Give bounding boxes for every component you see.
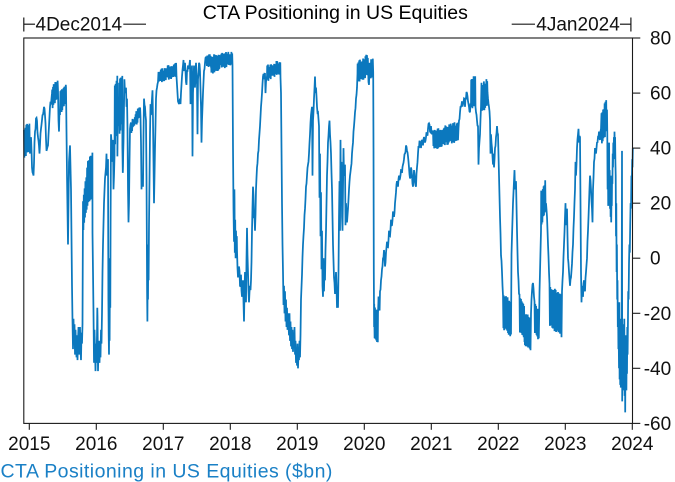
- svg-text:40: 40: [650, 139, 671, 160]
- svg-text:CTA Positioning in US Equities: CTA Positioning in US Equities: [203, 2, 468, 24]
- svg-text:2022: 2022: [477, 434, 519, 455]
- svg-text:2020: 2020: [343, 434, 385, 455]
- svg-text:-60: -60: [644, 414, 671, 435]
- svg-text:-40: -40: [644, 359, 671, 380]
- svg-text:2015: 2015: [8, 434, 50, 455]
- svg-text:2017: 2017: [142, 434, 184, 455]
- svg-text:2024: 2024: [611, 434, 654, 455]
- svg-text:-20: -20: [644, 304, 671, 325]
- svg-text:80: 80: [650, 29, 671, 50]
- svg-text:2019: 2019: [276, 434, 318, 455]
- svg-text:0: 0: [650, 249, 661, 270]
- svg-text:20: 20: [650, 194, 671, 215]
- svg-text:4Dec2014: 4Dec2014: [36, 15, 123, 36]
- svg-text:2021: 2021: [410, 434, 452, 455]
- svg-text:4Jan2024: 4Jan2024: [536, 15, 620, 36]
- svg-text:2018: 2018: [209, 434, 251, 455]
- svg-text:60: 60: [650, 84, 671, 105]
- svg-text:2023: 2023: [544, 434, 586, 455]
- svg-text:2016: 2016: [75, 434, 117, 455]
- svg-text:CTA Positioning in US Equities: CTA Positioning in US Equities ($bn): [1, 460, 333, 482]
